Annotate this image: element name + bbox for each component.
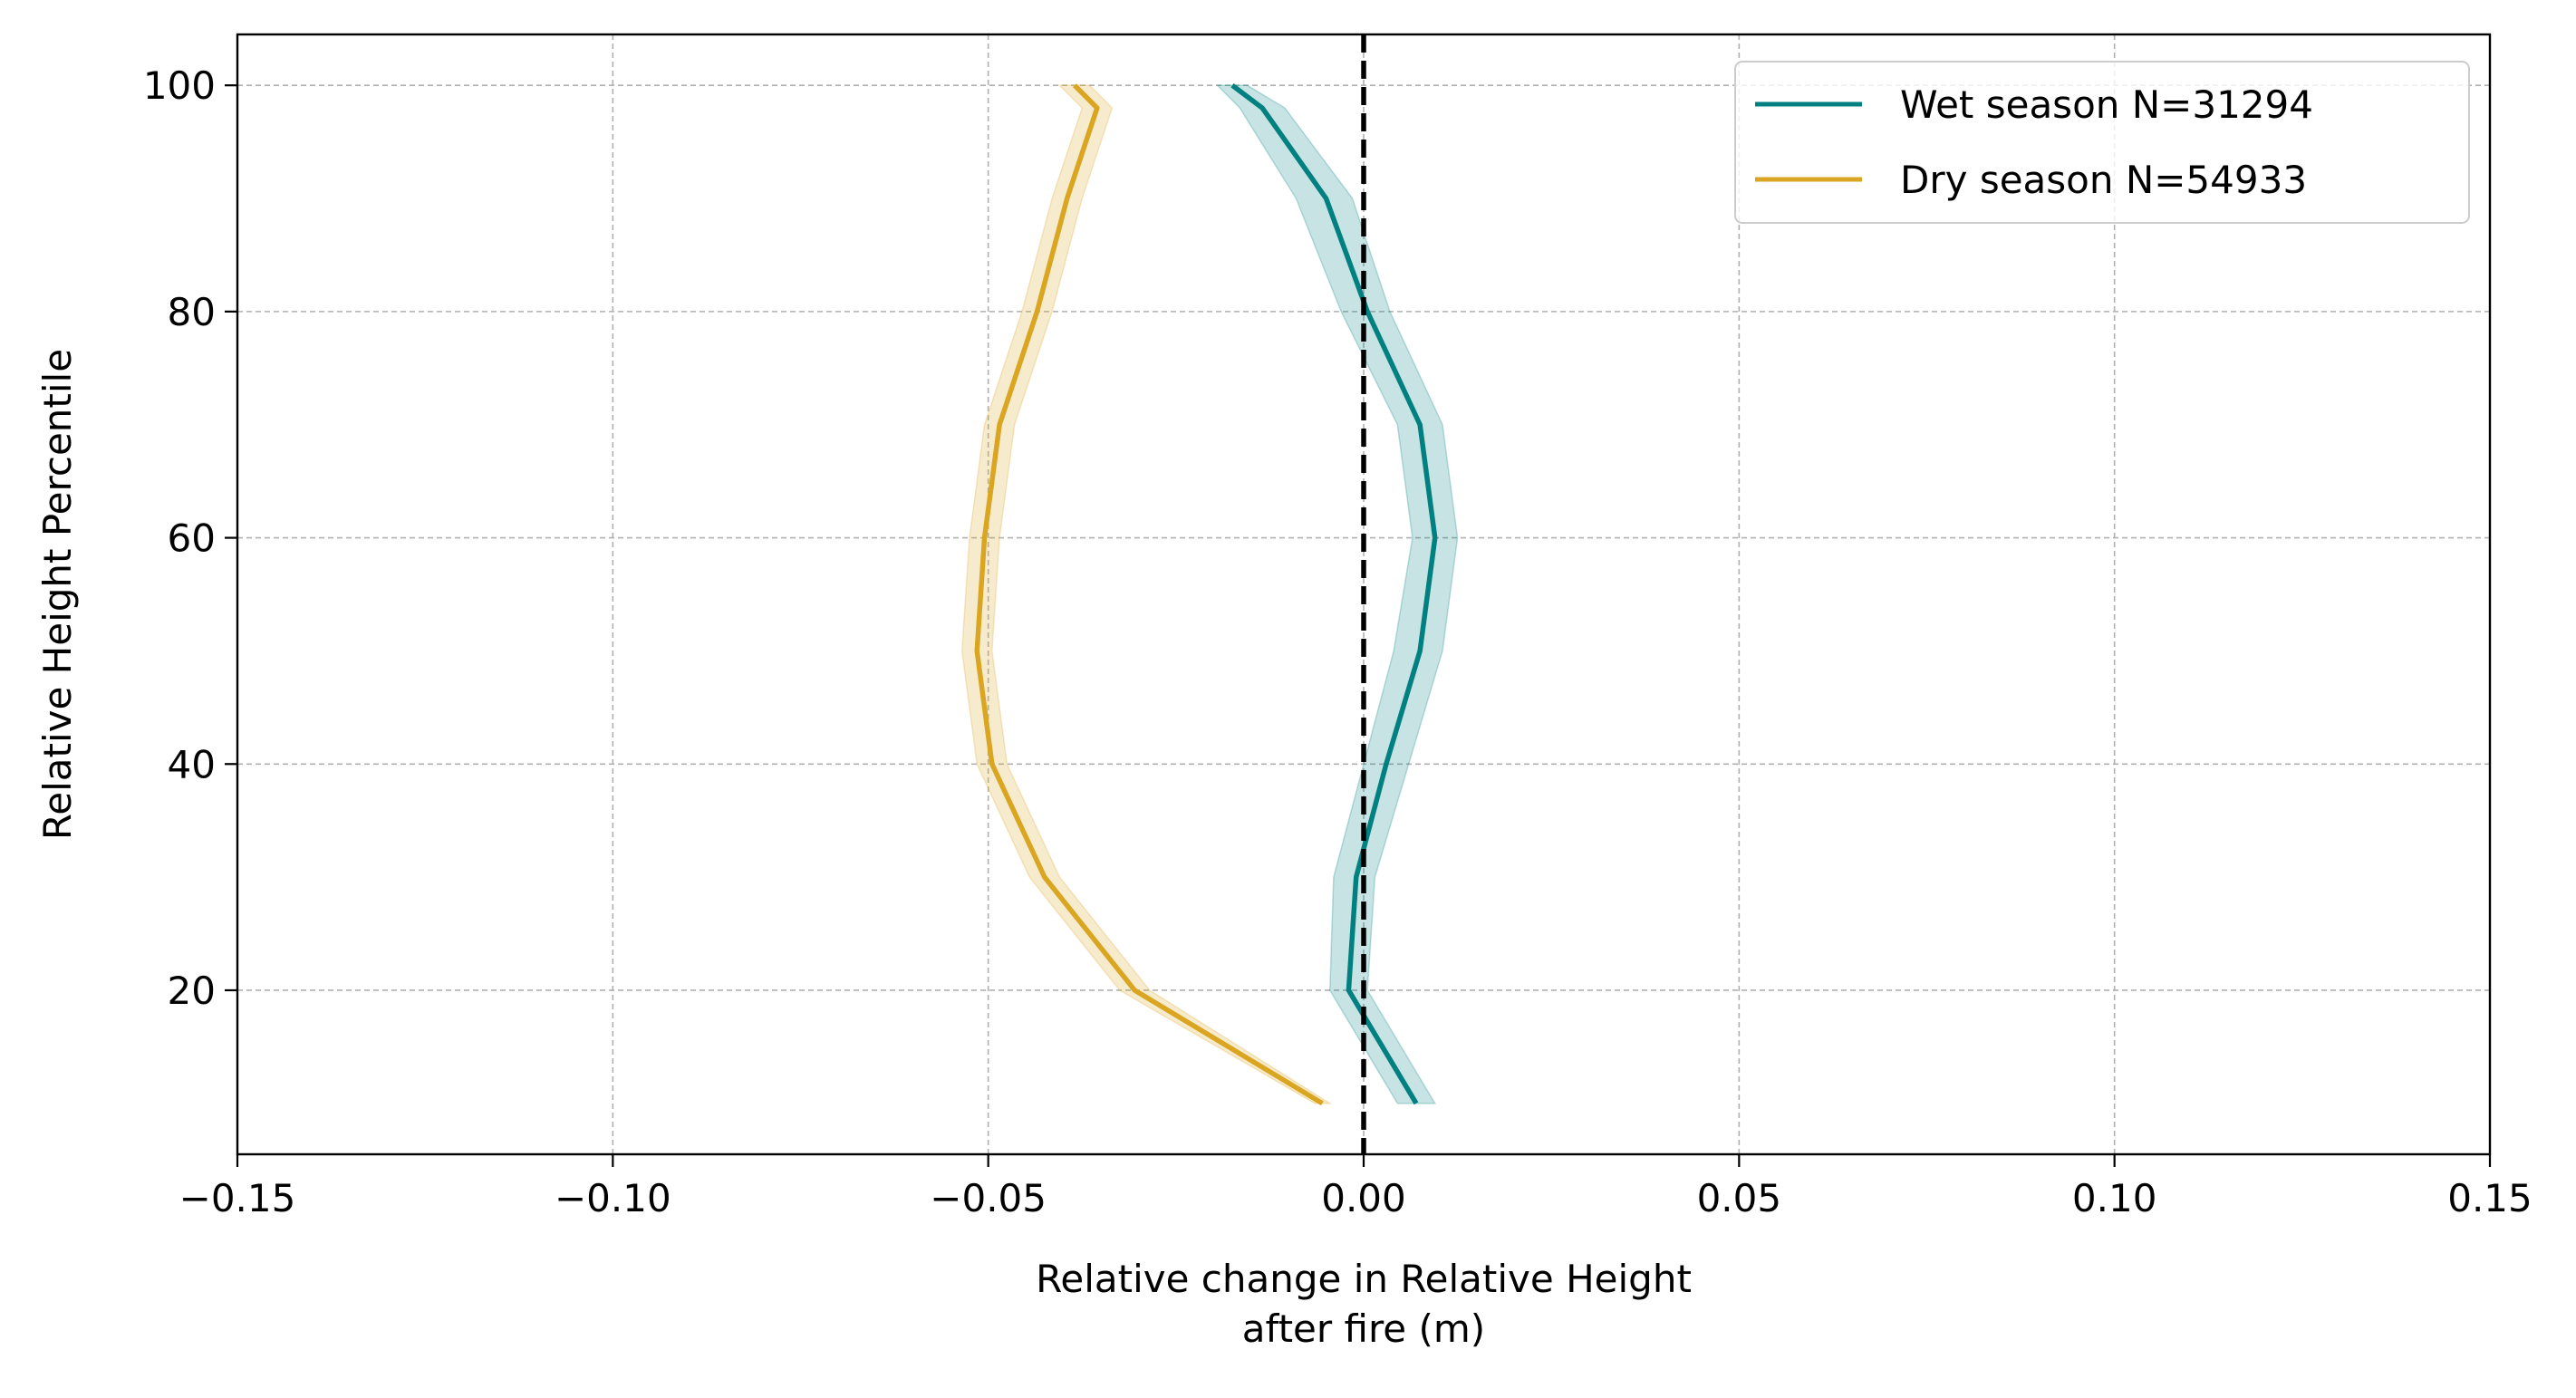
x-tick-label-5: 0.10 [2072,1176,2157,1220]
series-line-0 [1230,82,1438,1105]
y-tick-label-2: 60 [168,516,216,561]
x-tick-label-6: 0.15 [2447,1176,2533,1220]
confidence-band-0 [1215,84,1459,1104]
legend-label-dry-season: Dry season N=54933 [1900,158,2307,202]
x-tick-label-4: 0.05 [1697,1176,1782,1220]
axis-ticks: −0.15 −0.10 −0.05 0.00 0.05 0.10 0.15 20 40 60 80 1… [143,63,2533,1220]
series-line-1 [974,83,1324,1106]
y-tick-label-3: 80 [168,290,216,334]
x-tick-label-0: −0.15 [179,1176,296,1220]
legend: Wet season N=31294 Dry season N=54933 [1734,61,2470,224]
x-tick-label-3: 0.00 [1321,1176,1406,1220]
x-tick-label-1: −0.10 [555,1176,671,1220]
x-tick-label-2: −0.05 [930,1176,1047,1220]
y-tick-label-4: 100 [143,63,216,108]
x-axis-label-line1: Relative change in Relative Height [1036,1257,1692,1301]
confidence-bands [960,84,1459,1104]
y-tick-label-1: 40 [168,742,216,786]
legend-label-wet-season: Wet season N=31294 [1900,82,2313,127]
confidence-band-1 [960,84,1333,1104]
legend-box [1734,61,2470,224]
series-lines [974,82,1438,1106]
y-tick-label-0: 20 [168,969,216,1013]
y-axis-label: Relative Height Percentile [35,349,80,840]
x-axis-label-line2: after fire (m) [1242,1306,1485,1351]
